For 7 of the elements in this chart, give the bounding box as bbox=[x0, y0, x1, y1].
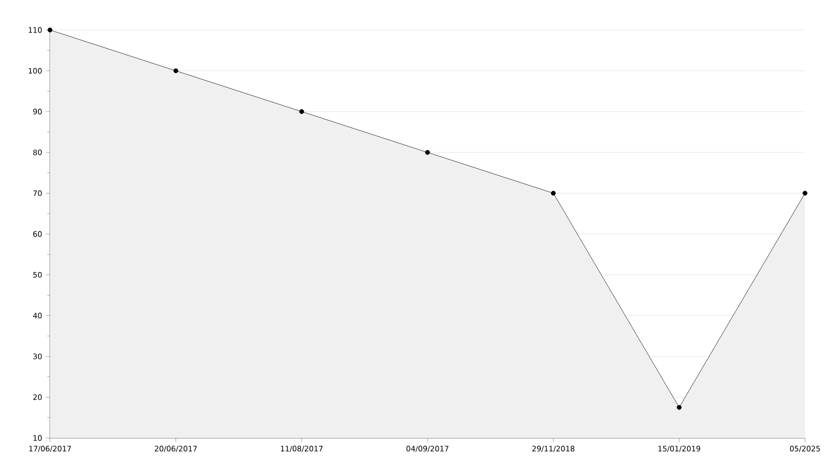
point bbox=[550, 190, 556, 196]
point bbox=[425, 150, 430, 155]
point bbox=[48, 28, 52, 32]
point bbox=[676, 405, 682, 410]
point bbox=[299, 109, 304, 114]
point bbox=[173, 68, 178, 74]
point bbox=[802, 190, 808, 196]
